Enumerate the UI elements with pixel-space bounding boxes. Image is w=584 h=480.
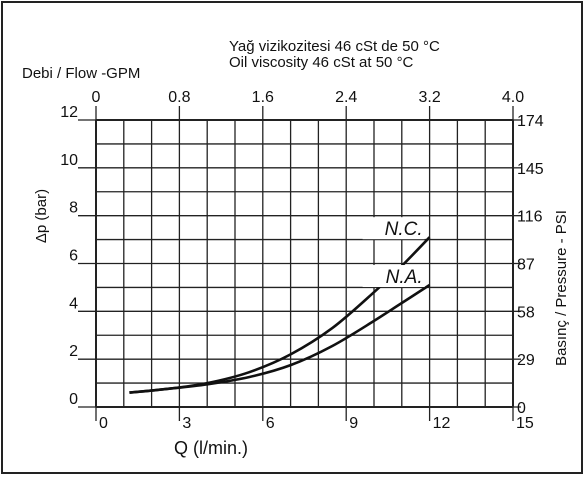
y-axis-label: Δp (bar) <box>33 189 50 243</box>
right-tick-label: 145 <box>517 161 544 178</box>
y-tick-label: 2 <box>69 343 78 360</box>
x-tick-label: 15 <box>516 415 534 432</box>
right-axis-label: Basınç / Pressure - PSI <box>553 210 570 366</box>
series-label-bg <box>362 217 425 240</box>
top-axis-label: Debi / Flow -GPM <box>22 65 140 82</box>
right-tick-label: 87 <box>517 257 535 274</box>
top-tick-label: 0.8 <box>168 89 190 106</box>
right-tick-label: 29 <box>517 352 535 369</box>
y-tick-label: 12 <box>60 104 78 121</box>
series-label-na: N.A. <box>386 267 423 288</box>
y-tick-label: 0 <box>69 391 78 408</box>
right-tick-label: 0 <box>517 400 526 417</box>
right-tick-label: 58 <box>517 304 535 321</box>
chart-subtitle: Oil viscosity 46 cSt at 50 °C <box>229 54 414 71</box>
right-tick-label: 116 <box>517 209 543 226</box>
y-tick-label: 8 <box>69 200 78 217</box>
series-lines: N.C. N.A. <box>129 217 431 394</box>
y-tick-label: 10 <box>60 152 78 169</box>
y-tick-label: 6 <box>69 248 78 265</box>
chart-title: Yağ vizikozitesi 46 cSt de 50 °C <box>229 38 440 55</box>
x-axis-label: Q (l/min.) <box>174 438 248 458</box>
right-tick-label: 174 <box>517 113 544 130</box>
top-tick-label: 4.0 <box>502 89 524 106</box>
x-tick-label: 0 <box>99 415 108 432</box>
series-label-bg <box>362 265 425 288</box>
top-tick-label: 0 <box>92 89 101 106</box>
top-tick-label: 1.6 <box>252 89 274 106</box>
x-tick-label: 3 <box>182 415 191 432</box>
y-tick-label: 4 <box>69 295 78 312</box>
series-line-na <box>129 283 431 394</box>
grid-lines <box>78 106 521 421</box>
series-label-nc: N.C. <box>385 219 423 240</box>
x-tick-label: 9 <box>349 415 358 432</box>
x-tick-label: 6 <box>266 415 275 432</box>
top-tick-label: 2.4 <box>335 89 357 106</box>
x-tick-label: 12 <box>433 415 451 432</box>
top-tick-label: 3.2 <box>418 89 440 106</box>
